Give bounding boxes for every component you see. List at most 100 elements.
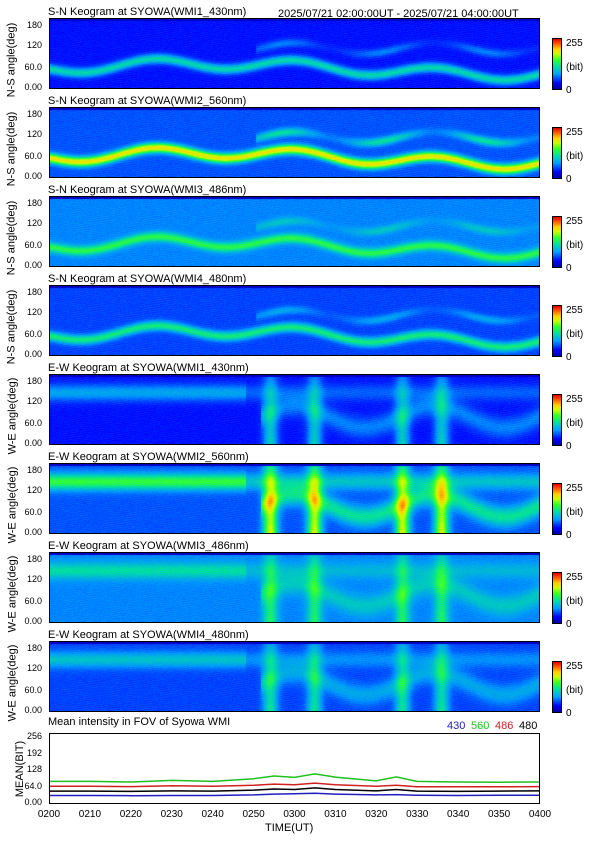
keogram-panel: S-N Keogram at SYOWA(WMI2_560nm) N-S angl… (0, 95, 595, 186)
colorbar-min: 0 (566, 441, 572, 452)
keogram-ytick: 60.0 (24, 417, 42, 428)
keogram-title: S-N Keogram at SYOWA(WMI4_480nm) (48, 273, 247, 285)
keogram-ytick: 120 (26, 396, 42, 407)
colorbar (552, 38, 562, 90)
keogram-ytick: 180 (26, 198, 42, 208)
mean-ytick: 192 (26, 747, 42, 758)
keogram-ytick: 180 (26, 20, 42, 30)
keogram-title: S-N Keogram at SYOWA(WMI2_560nm) (48, 95, 247, 107)
keogram-ytick: 60.0 (24, 595, 42, 606)
keogram-image (49, 285, 540, 356)
keogram-title: S-N Keogram at SYOWA(WMI3_486nm) (48, 184, 247, 196)
colorbar-max: 255 (566, 38, 583, 49)
x-tick: 0330 (406, 809, 429, 820)
keogram-panel: E-W Keogram at SYOWA(WMI2_560nm) W-E angl… (0, 451, 595, 543)
colorbar-unit: (bit) (566, 685, 584, 696)
colorbar (552, 572, 562, 624)
x-tick: 0250 (242, 809, 265, 820)
series-line-480 (50, 787, 540, 793)
keogram-ytick: 0.00 (24, 616, 42, 626)
colorbar-max: 255 (566, 216, 583, 227)
colorbar-min: 0 (566, 708, 572, 719)
keogram-panel: E-W Keogram at SYOWA(WMI1_430nm) W-E angl… (0, 362, 595, 454)
colorbar (552, 661, 562, 713)
keogram-ytick: 120 (26, 307, 42, 318)
mean-ytick: 128 (26, 764, 42, 774)
keogram-image (49, 552, 540, 623)
keogram-ytick: 180 (26, 287, 42, 297)
keogram-ytick: 120 (26, 663, 42, 674)
x-tick: 0400 (528, 809, 552, 820)
keogram-ytick: 0.00 (24, 349, 42, 359)
keogram-ytick: 120 (26, 40, 42, 51)
x-tick: 0320 (365, 809, 388, 820)
keogram-ytick: 60.0 (24, 150, 42, 161)
keogram-ytick: 60.0 (24, 506, 42, 517)
x-tick: 0300 (283, 809, 306, 820)
keogram-ytick: 180 (26, 554, 42, 564)
colorbar-min: 0 (566, 263, 572, 274)
colorbar-unit: (bit) (566, 596, 584, 607)
keogram-image (49, 374, 540, 445)
keogram-ytick: 180 (26, 643, 42, 653)
series-line-486 (50, 782, 540, 788)
colorbar-min: 0 (566, 530, 572, 541)
legend-560: 560 (471, 720, 490, 732)
keogram-panel: S-N Keogram at SYOWA(WMI4_480nm) N-S angl… (0, 273, 595, 364)
legend-486: 486 (495, 720, 514, 732)
colorbar (552, 483, 562, 535)
x-tick: 0340 (447, 809, 470, 820)
colorbar (552, 127, 562, 179)
keogram-image (49, 18, 540, 89)
keogram-ytick: 120 (26, 574, 42, 585)
keogram-panel: E-W Keogram at SYOWA(WMI4_480nm) W-E angl… (0, 629, 595, 721)
keogram-title: E-W Keogram at SYOWA(WMI4_480nm) (48, 629, 249, 641)
mean-plot-area (49, 733, 540, 804)
keogram-ytick: 0.00 (24, 705, 42, 715)
keogram-title: E-W Keogram at SYOWA(WMI2_560nm) (48, 451, 249, 463)
keogram-panel: S-N Keogram at SYOWA(WMI1_430nm) N-S angl… (0, 6, 595, 97)
x-tick: 0210 (78, 809, 102, 820)
mean-line-chart (50, 773, 540, 797)
colorbar-unit: (bit) (566, 418, 584, 429)
colorbar-max: 255 (566, 483, 583, 494)
x-axis-label: TIME(UT) (265, 822, 314, 834)
keogram-ytick: 180 (26, 376, 42, 386)
colorbar-max: 255 (566, 394, 583, 405)
mean-panel-title: Mean intensity in FOV of Syowa WMI (48, 716, 231, 728)
keogram-ytick: 120 (26, 129, 42, 140)
keogram-ytick: 0.00 (24, 171, 42, 181)
legend-480: 480 (519, 720, 538, 732)
colorbar-unit: (bit) (566, 151, 584, 162)
colorbar-max: 255 (566, 127, 583, 138)
keogram-ytick: 0.00 (24, 438, 42, 448)
colorbar (552, 216, 562, 268)
legend-430: 430 (447, 720, 466, 732)
keogram-ytick: 60.0 (24, 61, 42, 72)
keogram-image (49, 196, 540, 267)
colorbar-min: 0 (566, 174, 572, 185)
colorbar-unit: (bit) (566, 507, 584, 518)
keogram-panel: S-N Keogram at SYOWA(WMI3_486nm) N-S angl… (0, 184, 595, 275)
keogram-ytick: 60.0 (24, 328, 42, 339)
keogram-ytick: 180 (26, 465, 42, 475)
colorbar-max: 255 (566, 305, 583, 316)
mean-ytick: 64.0 (24, 780, 42, 791)
keogram-ytick: 60.0 (24, 684, 42, 695)
x-tick: 0350 (487, 809, 511, 820)
x-tick: 0310 (324, 809, 347, 820)
keogram-ytick: 120 (26, 218, 42, 229)
colorbar-min: 0 (566, 619, 572, 630)
x-tick: 0220 (119, 809, 142, 820)
colorbar (552, 305, 562, 357)
series-line-560 (50, 773, 540, 783)
keogram-ytick: 0.00 (24, 82, 42, 92)
date-range: 2025/07/21 02:00:00UT - 2025/07/21 04:00… (278, 8, 519, 20)
keogram-image (49, 107, 540, 178)
colorbar-min: 0 (566, 85, 572, 96)
keogram-image (49, 641, 540, 712)
keogram-ytick: 0.00 (24, 527, 42, 537)
mean-ytick: 256 (26, 731, 42, 741)
keogram-ytick: 60.0 (24, 239, 42, 250)
colorbar-unit: (bit) (566, 62, 584, 73)
